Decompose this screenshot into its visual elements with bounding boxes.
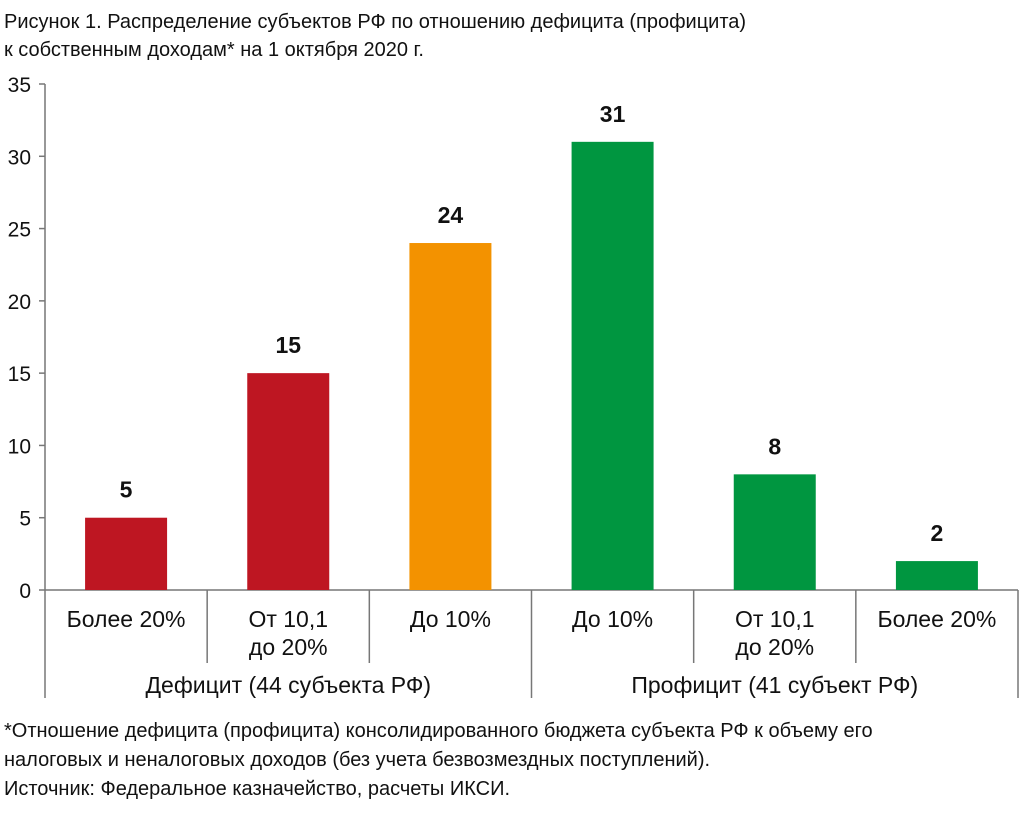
bar xyxy=(247,373,330,590)
x-tick-label: Более 20% xyxy=(67,606,186,632)
footnote-line-2: налоговых и неналоговых доходов (без уче… xyxy=(4,749,711,771)
x-tick-label: От 10,1 xyxy=(735,606,815,632)
y-tick-label: 20 xyxy=(8,291,31,314)
y-tick-label: 10 xyxy=(8,435,31,458)
y-tick-label: 35 xyxy=(8,74,31,97)
footnote-line-1: *Отношение дефицита (профицита) консолид… xyxy=(4,720,873,742)
x-tick-label: до 20% xyxy=(735,634,814,660)
data-label: 15 xyxy=(275,332,301,358)
y-tick-label: 0 xyxy=(19,580,31,603)
group-label: Дефицит (44 субъекта РФ) xyxy=(145,672,431,698)
data-label: 2 xyxy=(931,520,944,546)
x-tick-label: До 10% xyxy=(572,606,653,632)
x-tick-label: до 20% xyxy=(249,634,328,660)
chart-title: Рисунок 1. Распределение субъектов РФ по… xyxy=(4,8,1004,64)
x-tick-label: До 10% xyxy=(410,606,491,632)
chart-title-line-1: Рисунок 1. Распределение субъектов РФ по… xyxy=(4,11,747,33)
x-tick-label: Более 20% xyxy=(878,606,997,632)
bar xyxy=(733,474,816,590)
bar xyxy=(409,243,492,590)
group-label: Профицит (41 субъект РФ) xyxy=(631,672,918,698)
y-tick-label: 30 xyxy=(8,146,31,169)
data-label: 24 xyxy=(438,202,464,228)
y-tick-label: 15 xyxy=(8,363,31,386)
data-label: 8 xyxy=(768,433,781,459)
bar xyxy=(895,561,978,590)
data-label: 5 xyxy=(120,477,133,503)
chart-footnote: *Отношение дефицита (профицита) консолид… xyxy=(4,717,1014,804)
bar xyxy=(85,517,168,590)
bar xyxy=(571,141,654,591)
x-tick-label: От 10,1 xyxy=(248,606,328,632)
chart-title-line-2: к собственным доходам* на 1 октября 2020… xyxy=(4,39,424,61)
source-note: Источник: Федеральное казначейство, расч… xyxy=(4,778,511,800)
y-tick-label: 25 xyxy=(8,219,31,242)
data-label: 31 xyxy=(600,101,626,127)
y-tick-label: 5 xyxy=(19,508,31,531)
